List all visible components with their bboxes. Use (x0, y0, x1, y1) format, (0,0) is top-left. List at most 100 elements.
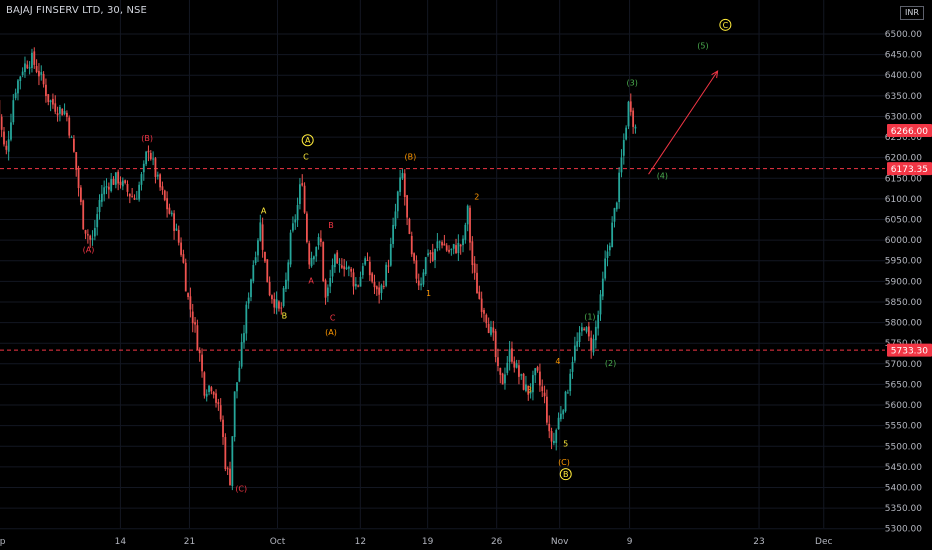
candle-body (455, 245, 457, 253)
candle-body (112, 178, 115, 185)
candle-body (82, 200, 85, 230)
candle-body (504, 374, 506, 384)
candle-body (368, 261, 371, 276)
candle-body (501, 373, 504, 385)
candle-body (231, 436, 234, 487)
candle-body (299, 184, 301, 204)
candle-body (399, 177, 402, 192)
candle-body (443, 243, 446, 246)
candle-body (294, 219, 297, 223)
price-tick-label: 5550.00 (885, 422, 922, 432)
candle-body (63, 111, 66, 115)
price-tick-label: 5300.00 (885, 525, 922, 535)
candle-body (613, 208, 616, 222)
candle-body (301, 183, 304, 186)
candle-body (580, 327, 583, 332)
candle-body (156, 174, 159, 177)
level-price-tag-label: 6173.35 (891, 165, 928, 175)
candle-body (615, 202, 618, 210)
price-tick-label: 5450.00 (885, 463, 922, 473)
wave-label: (3) (626, 79, 637, 88)
wave-label: (5) (697, 41, 708, 50)
price-tick-label: 6050.00 (885, 216, 922, 226)
wave-label: (2) (605, 359, 616, 368)
candle-body (611, 222, 614, 248)
time-axis[interactable]: Sep 14 21 Oct 12 19 26 Nov 9 23 Dec (0, 537, 833, 547)
price-tick-label: 5400.00 (885, 483, 922, 493)
candle-body (601, 278, 604, 297)
candle-body (515, 363, 518, 368)
candle-body (566, 392, 569, 394)
last-price-tag-bg (887, 123, 932, 137)
candle-body (394, 211, 397, 227)
candles (0, 47, 637, 491)
candle-body (508, 349, 511, 362)
candle-body (459, 244, 462, 247)
candle-body (163, 190, 166, 200)
candle-body (352, 272, 355, 287)
symbol-title[interactable]: BAJAJ FINSERV LTD, 30, NSE (6, 5, 147, 16)
candle-body (618, 172, 621, 203)
candle-body (557, 417, 560, 430)
candle-body (159, 174, 162, 188)
candle-body (289, 232, 292, 265)
candle-body (548, 423, 551, 432)
candle-body (208, 385, 210, 393)
candle-body (201, 354, 203, 372)
candle-body (203, 372, 206, 396)
candle-body (217, 402, 220, 405)
candle-body (114, 172, 117, 185)
wave-label: (4) (657, 171, 668, 180)
wave-label: 5 (563, 439, 568, 448)
candle-body (191, 311, 194, 324)
candle-body (154, 158, 157, 177)
candle-body (347, 266, 350, 269)
candle-body (438, 241, 441, 243)
candle-body (77, 168, 80, 189)
time-tick-label: 9 (627, 537, 633, 547)
currency-badge[interactable]: INR (900, 6, 924, 20)
time-tick-label: 12 (355, 537, 366, 547)
candle-body (343, 266, 346, 270)
candle-body (539, 371, 541, 386)
candle-body (12, 100, 15, 123)
candle-body (259, 222, 262, 241)
time-tick-label: 21 (184, 537, 195, 547)
time-tick-label: Sep (0, 537, 6, 547)
candle-body (96, 214, 99, 228)
candle-body (133, 197, 136, 200)
candle-body (522, 373, 525, 390)
candle-body (250, 279, 252, 298)
candle-body (61, 108, 64, 116)
candle-body (473, 263, 476, 273)
candle-body (529, 390, 532, 394)
candle-body (569, 373, 572, 392)
candle-body (3, 131, 5, 145)
candle-body (233, 391, 236, 437)
candle-body (375, 286, 378, 290)
candle-body (387, 265, 390, 267)
candle-body (278, 301, 280, 309)
candle-body (452, 244, 455, 249)
price-tick-label: 5500.00 (885, 442, 922, 452)
candle-body (392, 224, 395, 244)
candle-body (345, 267, 348, 270)
candle-body (319, 238, 322, 242)
candle-body (282, 288, 285, 307)
candle-body (573, 345, 576, 361)
candle-body (340, 265, 343, 268)
time-tick-label: Nov (551, 537, 569, 547)
candle-body (243, 333, 245, 343)
candle-body (361, 266, 364, 276)
candle-body (559, 413, 562, 420)
time-tick-label: Oct (270, 537, 286, 547)
candle-body (59, 107, 61, 114)
last-price-tag-label: 6266.00 (891, 127, 928, 137)
price-axis[interactable]: 6500.00 6450.00 6400.00 6350.00 6300.00 6250.… (885, 30, 922, 535)
wave-label: 4 (555, 357, 560, 366)
candle-body (604, 258, 607, 279)
candle-body (366, 259, 369, 261)
horizontal-levels (0, 168, 885, 351)
